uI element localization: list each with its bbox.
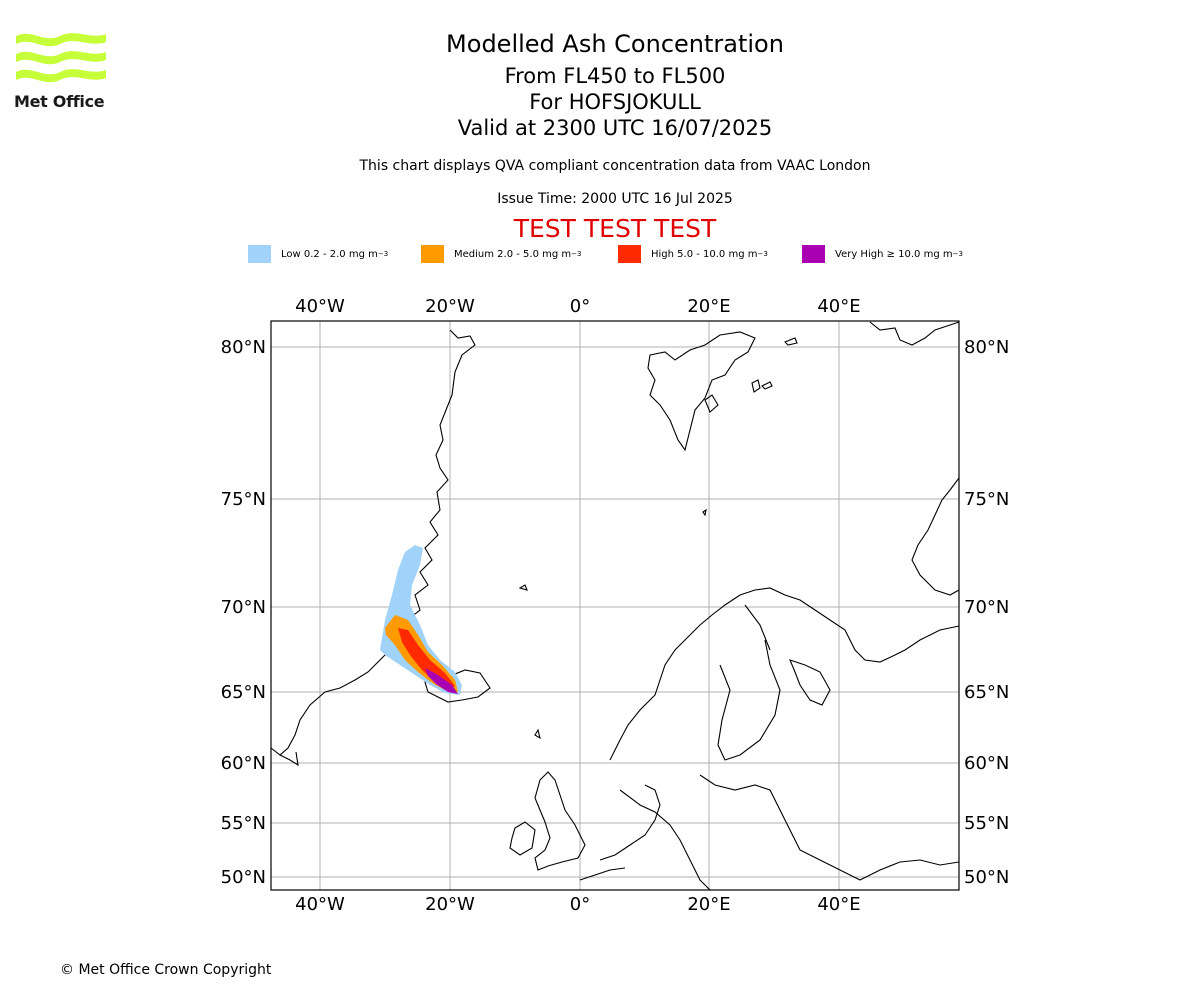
legend-swatch-low: [248, 245, 271, 263]
lat-label: 50°N: [964, 867, 1009, 888]
lon-label: 20°W: [425, 894, 475, 915]
lat-label: 50°N: [221, 867, 266, 888]
met-office-logo-waves: [16, 33, 106, 83]
volcano-name: For HOFSJOKULL: [529, 90, 701, 114]
copyright-notice: © Met Office Crown Copyright: [60, 962, 272, 978]
lon-label: 0°: [570, 894, 590, 915]
lat-labels-right: 80°N 75°N 70°N 65°N 60°N 55°N 50°N: [964, 337, 1009, 888]
lat-label: 75°N: [221, 489, 266, 510]
lat-label: 75°N: [964, 489, 1009, 510]
met-office-logo-text: Met Office: [14, 92, 105, 111]
chart-title: Modelled Ash Concentration: [446, 30, 784, 58]
lat-label: 55°N: [964, 813, 1009, 834]
legend-item-high: High 5.0 - 10.0 mg m −3: [618, 244, 768, 264]
legend-unit-low: −3: [377, 250, 389, 258]
lat-label: 65°N: [964, 682, 1009, 703]
legend-swatch-high: [618, 245, 641, 263]
lat-label: 80°N: [964, 337, 1009, 358]
legend-item-medium: Medium 2.0 - 5.0 mg m −3: [421, 244, 581, 264]
legend-label-very-high: Very High ≥ 10.0 mg m: [835, 248, 953, 260]
ash-low: [380, 545, 462, 695]
lat-labels-left: 80°N 75°N 70°N 65°N 60°N 55°N 50°N: [221, 337, 266, 888]
lon-label: 40°E: [817, 296, 860, 317]
legend-unit-very-high: −3: [952, 250, 963, 258]
lon-labels-bottom: 40°W 20°W 0° 20°E 40°E: [295, 894, 860, 915]
lat-label: 60°N: [221, 753, 266, 774]
lat-label: 60°N: [964, 753, 1009, 774]
legend-unit-medium: −3: [571, 250, 582, 258]
lon-label: 40°E: [817, 894, 860, 915]
legend-label-low: Low 0.2 - 2.0 mg m: [281, 248, 378, 260]
legend-item-low: Low 0.2 - 2.0 mg m −3: [248, 244, 388, 264]
lat-label: 70°N: [221, 597, 266, 618]
lon-label: 20°W: [425, 296, 475, 317]
lon-label: 20°E: [687, 894, 730, 915]
lon-label: 40°W: [295, 894, 345, 915]
lon-label: 0°: [570, 296, 590, 317]
flight-levels: From FL450 to FL500: [504, 64, 726, 88]
ash-high: [398, 628, 455, 690]
valid-time: Valid at 2300 UTC 16/07/2025: [457, 116, 773, 140]
chart-subtitle: This chart displays QVA compliant concen…: [359, 158, 871, 174]
map-frame-bg: [271, 321, 959, 890]
ash-very-high: [425, 668, 458, 694]
lat-label: 70°N: [964, 597, 1009, 618]
legend-unit-high: −3: [757, 250, 768, 258]
test-banner: TEST TEST TEST: [513, 214, 717, 243]
ash-plume: [380, 545, 462, 695]
issue-time: Issue Time: 2000 UTC 16 Jul 2025: [497, 191, 733, 207]
coastlines: [270, 321, 960, 891]
lon-label: 40°W: [295, 296, 345, 317]
lat-label: 65°N: [221, 682, 266, 703]
lat-label: 80°N: [221, 337, 266, 358]
lat-label: 55°N: [221, 813, 266, 834]
legend-item-very-high: Very High ≥ 10.0 mg m −3: [802, 244, 963, 264]
map-frame: [270, 320, 960, 891]
legend-label-medium: Medium 2.0 - 5.0 mg m: [454, 248, 572, 260]
legend-label-high: High 5.0 - 10.0 mg m: [651, 248, 758, 260]
map-gridlines: [271, 321, 959, 890]
lon-labels-top: 40°W 20°W 0° 20°E 40°E: [295, 296, 860, 317]
legend-swatch-medium: [421, 245, 444, 263]
lon-label: 20°E: [687, 296, 730, 317]
legend-swatch-very-high: [802, 245, 825, 263]
